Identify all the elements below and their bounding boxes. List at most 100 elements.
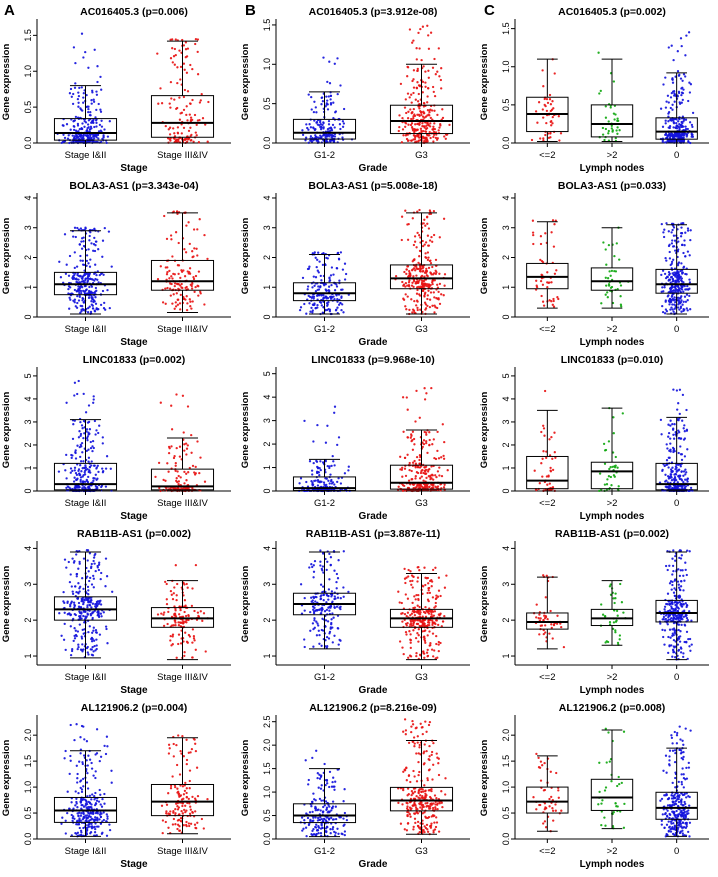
svg-text:2.0: 2.0 bbox=[262, 739, 272, 752]
boxplot-svg: LINC01833 (p=0.010)Gene expressionLymph … bbox=[478, 350, 717, 524]
subplot-A2: BOLA3-AS1 (p=3.343e-04) Gene expression St… bbox=[0, 176, 239, 350]
svg-text:3: 3 bbox=[262, 582, 272, 587]
svg-text:2.0: 2.0 bbox=[23, 729, 33, 742]
svg-text:0: 0 bbox=[23, 488, 33, 493]
svg-text:Gene expression: Gene expression bbox=[240, 740, 251, 817]
svg-text:BOLA3-AS1 (p=3.343e-04): BOLA3-AS1 (p=3.343e-04) bbox=[69, 180, 198, 192]
svg-text:AC016405.3 (p=3.912e-08): AC016405.3 (p=3.912e-08) bbox=[309, 6, 438, 18]
svg-text:5: 5 bbox=[262, 371, 272, 376]
svg-text:Grade: Grade bbox=[359, 859, 388, 870]
boxplot-svg: AL121906.2 (p=0.004) Gene expression Stage… bbox=[0, 698, 239, 872]
svg-text:Lymph nodes: Lymph nodes bbox=[580, 163, 645, 174]
svg-text:1.0: 1.0 bbox=[262, 786, 272, 799]
subplot-A3: LINC01833 (p=0.002) Gene expression Stage 0… bbox=[0, 350, 239, 524]
svg-text:1.0: 1.0 bbox=[501, 60, 511, 73]
svg-text:3: 3 bbox=[262, 225, 272, 230]
svg-text:1: 1 bbox=[262, 654, 272, 659]
svg-text:4: 4 bbox=[262, 546, 272, 551]
svg-text:0.5: 0.5 bbox=[23, 807, 33, 820]
svg-text:AL121906.2 (p=0.004): AL121906.2 (p=0.004) bbox=[81, 702, 188, 714]
svg-text:Stage I&II: Stage I&II bbox=[65, 672, 107, 683]
svg-text:1.0: 1.0 bbox=[23, 65, 33, 78]
svg-text:Gene expression: Gene expression bbox=[1, 566, 12, 643]
subplot-A1: AC016405.3 (p=0.006) Gene expression Stage… bbox=[0, 2, 239, 176]
boxplot-svg: BOLA3-AS1 (p=3.343e-04) Gene expression St… bbox=[0, 176, 239, 350]
svg-text:Gene expression: Gene expression bbox=[1, 44, 12, 121]
svg-text:Grade: Grade bbox=[359, 511, 388, 522]
subplot-A5: AL121906.2 (p=0.004) Gene expression Stage… bbox=[0, 698, 239, 872]
svg-text:3: 3 bbox=[262, 418, 272, 423]
svg-text:0.0: 0.0 bbox=[262, 137, 272, 150]
svg-text:Gene expression: Gene expression bbox=[240, 392, 251, 469]
svg-text:Grade: Grade bbox=[359, 685, 388, 696]
svg-text:Stage I&II: Stage I&II bbox=[65, 324, 107, 335]
boxplot-svg: AC016405.3 (p=3.912e-08) Gene expression G… bbox=[239, 2, 478, 176]
svg-text:3: 3 bbox=[23, 225, 33, 230]
svg-text:3: 3 bbox=[23, 582, 33, 587]
svg-text:G1-2: G1-2 bbox=[314, 846, 335, 857]
svg-text:RAB11B-AS1 (p=3.887e-11): RAB11B-AS1 (p=3.887e-11) bbox=[306, 528, 441, 540]
boxplot-svg: AL121906.2 (p=8.216e-09)Gene expressionG… bbox=[239, 698, 478, 872]
svg-text:1: 1 bbox=[23, 654, 33, 659]
svg-text:1.5: 1.5 bbox=[23, 29, 33, 42]
svg-text:G1-2: G1-2 bbox=[314, 324, 335, 335]
svg-text:0.5: 0.5 bbox=[501, 99, 511, 112]
svg-text:Stage: Stage bbox=[120, 337, 148, 348]
svg-text:Stage: Stage bbox=[120, 163, 148, 174]
svg-text:Gene expression: Gene expression bbox=[240, 44, 251, 121]
svg-text:2: 2 bbox=[23, 442, 33, 447]
svg-text:2: 2 bbox=[262, 618, 272, 623]
svg-text:Gene expression: Gene expression bbox=[479, 44, 490, 121]
boxplot-svg: AC016405.3 (p=0.006) Gene expression Stage… bbox=[0, 2, 239, 176]
svg-text:G3: G3 bbox=[415, 324, 428, 335]
svg-text:2.5: 2.5 bbox=[262, 715, 272, 728]
svg-text:4: 4 bbox=[23, 195, 33, 200]
svg-text:Stage III&IV: Stage III&IV bbox=[157, 672, 208, 683]
svg-text:Gene expression: Gene expression bbox=[240, 566, 251, 643]
svg-text:BOLA3-AS1 (p=5.008e-18): BOLA3-AS1 (p=5.008e-18) bbox=[308, 180, 437, 192]
svg-text:Stage: Stage bbox=[120, 511, 148, 522]
svg-text:3: 3 bbox=[23, 419, 33, 424]
boxplot-svg: LINC01833 (p=9.968e-10)Gene expressionGr… bbox=[239, 350, 478, 524]
svg-text:1: 1 bbox=[23, 465, 33, 470]
svg-text:2: 2 bbox=[23, 618, 33, 623]
boxplot-svg: RAB11B-AS1 (p=0.002)Gene expressionStage… bbox=[0, 524, 239, 698]
svg-text:Grade: Grade bbox=[359, 163, 388, 174]
svg-text:Gene expression: Gene expression bbox=[240, 218, 251, 295]
svg-text:4: 4 bbox=[262, 195, 272, 200]
svg-text:Gene expression: Gene expression bbox=[1, 218, 12, 295]
svg-text:5: 5 bbox=[23, 373, 33, 378]
svg-text:G3: G3 bbox=[415, 672, 428, 683]
svg-text:4: 4 bbox=[262, 395, 272, 400]
svg-text:Gene expression: Gene expression bbox=[1, 392, 12, 469]
subplot-B4: RAB11B-AS1 (p=3.887e-11) Gene expression G… bbox=[239, 524, 478, 698]
svg-text:1: 1 bbox=[262, 465, 272, 470]
boxplot-svg: AL121906.2 (p=0.008)Gene expressionLymph… bbox=[478, 698, 717, 872]
boxplot-svg: RAB11B-AS1 (p=0.002)Gene expressionLymph… bbox=[478, 524, 717, 698]
svg-text:Gene expression: Gene expression bbox=[1, 740, 12, 817]
svg-text:Stage III&IV: Stage III&IV bbox=[157, 846, 208, 857]
svg-text:Stage III&IV: Stage III&IV bbox=[157, 150, 208, 161]
svg-text:0.5: 0.5 bbox=[262, 809, 272, 822]
svg-text:1.0: 1.0 bbox=[23, 781, 33, 794]
svg-text:0.0: 0.0 bbox=[262, 833, 272, 846]
svg-text:LINC01833 (p=0.002): LINC01833 (p=0.002) bbox=[83, 354, 185, 366]
svg-text:2: 2 bbox=[23, 255, 33, 260]
svg-text:AC016405.3 (p=0.006): AC016405.3 (p=0.006) bbox=[80, 6, 188, 18]
boxplot-svg: BOLA3-AS1 (p=5.008e-18)Gene expressionGr… bbox=[239, 176, 478, 350]
svg-text:0.5: 0.5 bbox=[23, 101, 33, 114]
svg-text:1.5: 1.5 bbox=[262, 762, 272, 775]
svg-text:G3: G3 bbox=[415, 150, 428, 161]
svg-text:Stage: Stage bbox=[120, 859, 148, 870]
svg-text:0.0: 0.0 bbox=[23, 833, 33, 846]
svg-text:Stage: Stage bbox=[120, 685, 148, 696]
